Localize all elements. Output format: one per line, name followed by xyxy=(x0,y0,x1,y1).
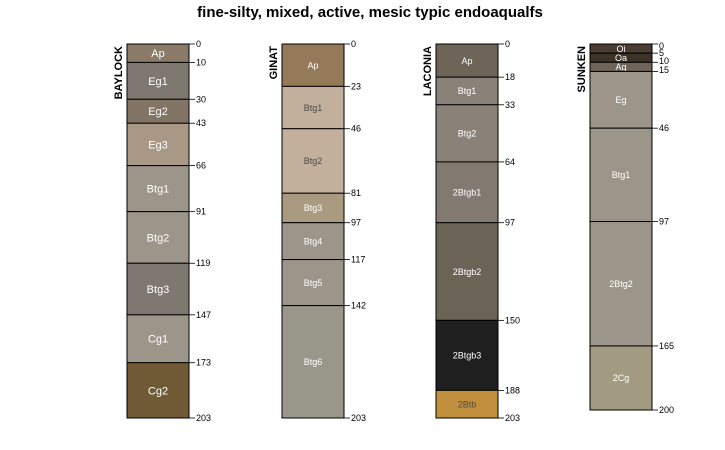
horizon-label: Btg2 xyxy=(458,129,477,139)
profile-name: LACONIA xyxy=(422,46,434,96)
horizon-rect xyxy=(281,192,345,224)
depth-label: 0 xyxy=(505,39,510,49)
depth-label: 203 xyxy=(505,413,520,423)
depth-label: 81 xyxy=(351,188,361,198)
horizon-rect xyxy=(281,128,345,194)
depth-label: 165 xyxy=(659,341,674,351)
horizon-label: Eg2 xyxy=(148,106,168,118)
depth-label: 5 xyxy=(659,48,664,58)
horizon-label: Btg6 xyxy=(304,357,323,367)
horizon-label: Btg4 xyxy=(304,236,323,246)
depth-label: 10 xyxy=(196,57,206,67)
horizon-label: Eg xyxy=(615,95,626,105)
soil-profile-laconia: LACONIA Ap Btg1 Btg2 2Btgb1 2Btgb2 2Btgb3 2Btb 0… xyxy=(422,39,520,423)
horizon-rect xyxy=(589,127,653,223)
profile-name: GINAT xyxy=(268,46,280,80)
soil-profile-ginat: GINAT Ap Btg1 Btg2 Btg3 Btg4 Btg5 Btg6 0 23 46 81 97… xyxy=(268,39,366,423)
horizon-label: Btg2 xyxy=(304,156,323,166)
soil-profile-baylock: BAYLOCK Ap Eg1 Eg2 Eg3 Btg1 Btg2 Btg3 Cg1 Cg2 0 10 3… xyxy=(113,39,211,423)
horizon-label: Eg1 xyxy=(148,76,168,88)
horizon-rect xyxy=(126,362,190,419)
horizon-label: 2Btgb2 xyxy=(453,267,482,277)
profile-name: SUNKEN xyxy=(576,46,588,93)
horizon-rect xyxy=(435,222,499,321)
depth-label: 30 xyxy=(196,94,206,104)
depth-label: 43 xyxy=(196,118,206,128)
depth-label: 97 xyxy=(351,218,361,228)
horizon-rect xyxy=(435,389,499,419)
horizon-rect xyxy=(126,165,190,213)
horizon-label: Btg1 xyxy=(147,184,170,196)
horizon-rect xyxy=(435,161,499,224)
depth-label: 97 xyxy=(659,217,669,227)
horizon-label: 2Btgb1 xyxy=(453,188,482,198)
depth-label: 142 xyxy=(351,301,366,311)
horizon-label: 2Btg2 xyxy=(609,279,633,289)
horizon-label: 2Btb xyxy=(458,399,477,409)
depth-label: 150 xyxy=(505,315,520,325)
profile-name: BAYLOCK xyxy=(113,46,125,99)
horizon-rect xyxy=(589,70,653,129)
depth-label: 15 xyxy=(659,65,669,75)
depth-label: 91 xyxy=(196,207,206,217)
horizon-label: Ap xyxy=(461,56,472,66)
horizon-label: Ap xyxy=(151,48,164,60)
depth-label: 147 xyxy=(196,310,211,320)
depth-label: 117 xyxy=(351,255,365,265)
horizon-rect xyxy=(435,319,499,391)
horizon-label: Ap xyxy=(307,60,318,70)
horizon-rect xyxy=(281,222,345,261)
horizon-rect xyxy=(281,259,345,307)
horizon-rect xyxy=(281,305,345,419)
depth-label: 33 xyxy=(505,100,515,110)
horizon-rect xyxy=(126,314,190,364)
horizon-rect xyxy=(126,122,190,167)
horizon-label: 2Cg xyxy=(613,373,630,383)
depth-label: 203 xyxy=(196,413,211,423)
depth-label: 203 xyxy=(351,413,366,423)
depth-label: 200 xyxy=(659,405,674,415)
horizon-label: Cg1 xyxy=(148,334,168,346)
depth-label: 188 xyxy=(505,385,520,395)
horizon-label: Btg3 xyxy=(147,284,170,296)
horizon-label: Btg1 xyxy=(458,86,477,96)
horizon-label: Btg2 xyxy=(147,232,170,244)
depth-label: 97 xyxy=(505,218,515,228)
horizon-label: 2Btgb3 xyxy=(453,351,482,361)
depth-label: 119 xyxy=(196,258,210,268)
horizon-rect xyxy=(126,61,190,100)
depth-label: 23 xyxy=(351,81,361,91)
horizon-label: Eg3 xyxy=(148,139,168,151)
depth-label: 10 xyxy=(659,56,669,66)
profiles-group: BAYLOCK Ap Eg1 Eg2 Eg3 Btg1 Btg2 Btg3 Cg1 Cg2 0 10 3… xyxy=(113,39,674,423)
chart-title: fine-silty, mixed, active, mesic typic e… xyxy=(197,4,543,21)
depth-label: 173 xyxy=(196,358,211,368)
horizon-rect xyxy=(589,221,653,347)
horizon-rect xyxy=(126,211,190,264)
depth-label: 46 xyxy=(659,123,669,133)
horizon-rect xyxy=(281,85,345,130)
horizon-label: Btg5 xyxy=(304,278,323,288)
depth-label: 0 xyxy=(351,39,356,49)
horizon-rect xyxy=(589,345,653,411)
horizon-label: Cg2 xyxy=(148,385,168,397)
depth-label: 0 xyxy=(659,41,664,51)
horizon-label: Oi xyxy=(617,44,626,54)
depth-label: 46 xyxy=(351,124,361,134)
horizon-label: Ag xyxy=(615,62,626,72)
horizon-rect xyxy=(435,104,499,163)
horizon-label: Btg1 xyxy=(304,103,323,113)
depth-label: 0 xyxy=(196,39,201,49)
horizon-label: Btg3 xyxy=(304,203,323,213)
horizon-rect xyxy=(126,262,190,316)
depth-label: 64 xyxy=(505,157,515,167)
horizon-label: Oa xyxy=(615,53,627,63)
depth-label: 18 xyxy=(505,72,515,82)
horizon-rect xyxy=(435,76,499,106)
depth-label: 66 xyxy=(196,161,206,171)
horizon-label: Btg1 xyxy=(612,170,631,180)
